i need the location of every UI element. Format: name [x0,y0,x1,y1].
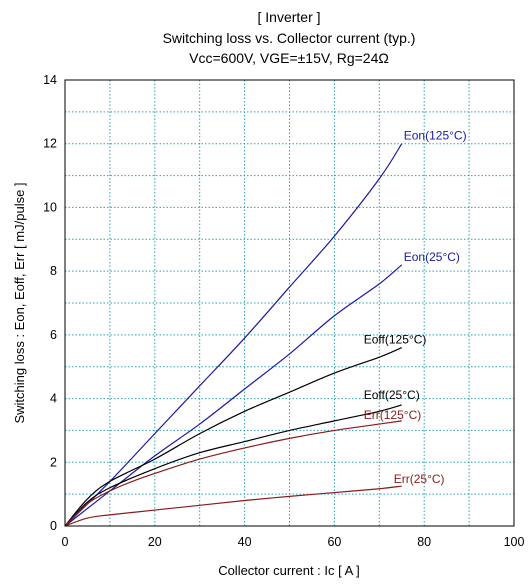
series-line-2 [64,347,402,527]
y-tick-label: 12 [43,137,57,151]
y-tick-label: 4 [50,392,57,406]
title-line-2: Switching loss vs. Collector current (ty… [163,30,416,46]
y-tick-label: 10 [43,200,57,214]
series-label-1: Eon(25°C) [404,250,460,264]
series-line-1 [64,264,403,527]
x-axis-label: Collector current : Ic [ A ] [218,563,360,578]
x-tick-label: 60 [327,535,341,549]
series-label-5: Err(25°C) [394,472,445,486]
chart-title: [ Inverter ] Switching loss vs. Collecto… [163,9,416,66]
series-label-2: Eoff(125°C) [364,333,427,347]
x-tick-label: 80 [417,535,431,549]
x-tick-label: 100 [504,535,525,549]
x-tick-label: 40 [238,535,252,549]
series-line-0 [64,143,403,527]
plot-frame [64,79,515,527]
tick-labels: 0 20 40 60 80 100 0 2 4 6 8 10 12 14 [43,73,524,549]
series-line-4 [64,420,402,527]
y-tick-label: 0 [50,519,57,533]
x-tick-label: 0 [62,535,69,549]
y-tick-label: 14 [43,73,57,87]
series-label-4: Err(125°C) [364,408,421,422]
title-line-3: Vcc=600V, VGE=±15V, Rg=24Ω [189,50,389,66]
y-axis-label: Switching loss : Eon, Eoff, Err [ mJ/pul… [12,182,27,423]
series-label-3: Eoff(25°C) [364,388,420,402]
title-line-1: [ Inverter ] [257,9,320,25]
y-tick-label: 2 [50,455,57,469]
y-tick-label: 6 [50,328,57,342]
series-line-5 [64,485,402,527]
gridlines [65,80,514,526]
series-lines [64,143,403,527]
y-tick-label: 8 [50,264,57,278]
series-labels: Eon(125°C) Eon(25°C) Eoff(125°C) Eoff(25°C)… [364,129,467,486]
series-line-3 [64,404,402,527]
x-tick-label: 20 [148,535,162,549]
series-label-0: Eon(125°C) [404,129,467,143]
